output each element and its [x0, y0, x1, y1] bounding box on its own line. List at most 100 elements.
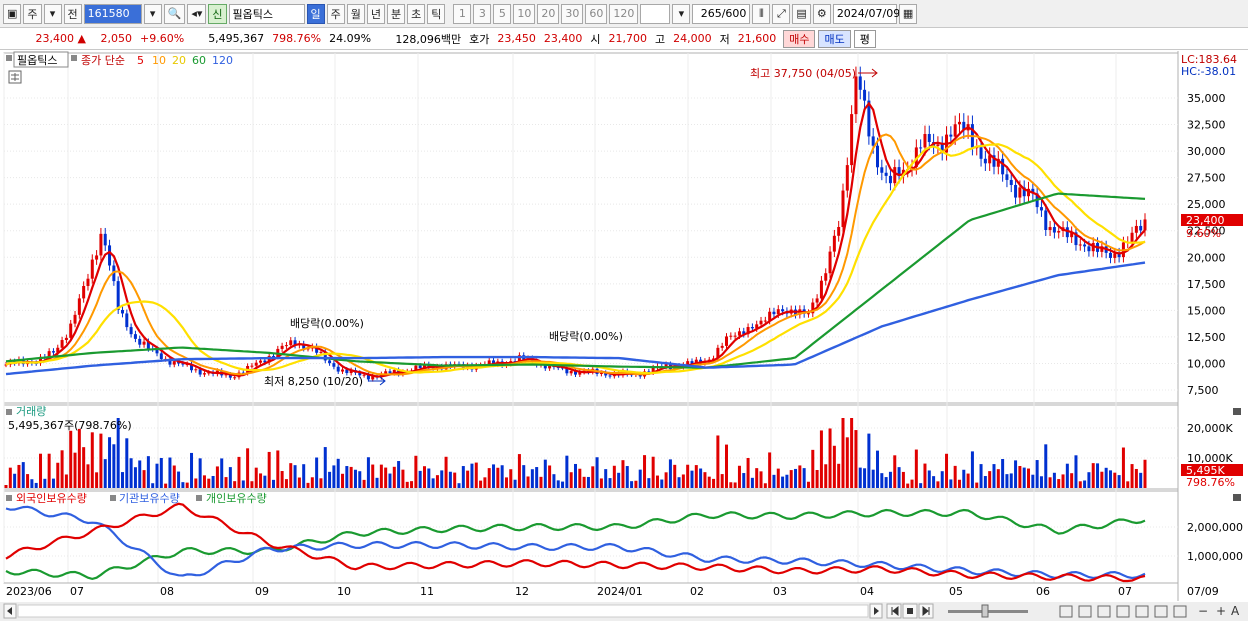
volume-bar	[267, 451, 271, 488]
interval-minute-button[interactable]: 분	[387, 3, 406, 24]
volume-bar	[655, 475, 659, 488]
volume-bar	[276, 450, 280, 488]
stock-code-input[interactable]: 161580	[83, 3, 142, 24]
volume-bar	[1057, 479, 1061, 488]
num-5-button[interactable]: 5	[493, 3, 512, 24]
font-size-button[interactable]: A	[1231, 604, 1240, 618]
search-icon[interactable]: 🔍	[163, 3, 186, 24]
candle-body	[768, 311, 772, 321]
interval-weekly-button[interactable]: 주	[326, 3, 345, 24]
num-3-button[interactable]: 3	[473, 3, 492, 24]
legend-stock-box[interactable]	[13, 51, 69, 68]
volume-bar	[923, 463, 927, 488]
volume-bar	[522, 465, 526, 488]
prev-button[interactable]: 전	[63, 3, 82, 24]
candle-body	[651, 367, 655, 373]
crosshair-icon[interactable]: ⤢	[772, 3, 791, 24]
speaker-icon[interactable]: ◂▾	[187, 3, 207, 24]
interval-monthly-button[interactable]: 월	[346, 3, 365, 24]
zoom-minus-button[interactable]: −	[1198, 604, 1208, 618]
candle-body	[574, 371, 577, 375]
xaxis-month-label: 03	[773, 585, 787, 598]
candle-body	[1031, 188, 1035, 194]
holding-close-icon[interactable]	[1233, 494, 1241, 501]
candle-icon[interactable]: ⫴	[752, 3, 771, 24]
volume-bar	[4, 485, 8, 488]
average-button[interactable]: 평	[853, 29, 876, 48]
zoom-slider-handle[interactable]	[981, 604, 989, 618]
volume-bar	[845, 437, 849, 488]
volume-bar	[496, 467, 500, 488]
volume-bar	[1134, 468, 1138, 488]
volume-bar	[914, 449, 918, 488]
num-120-button[interactable]: 120	[609, 3, 639, 24]
volume-bar	[77, 428, 81, 488]
period-option-button[interactable]: 주	[23, 3, 42, 24]
price-ytick-label: 25,000	[1187, 198, 1226, 211]
stop-icon	[907, 608, 913, 614]
xaxis-month-label: 07	[1118, 585, 1132, 598]
volume-bar	[427, 468, 431, 488]
scroll-track[interactable]	[17, 604, 869, 618]
gear-icon[interactable]: ⚙	[812, 3, 831, 24]
candle-body	[832, 235, 836, 252]
volume-close-icon[interactable]	[1233, 408, 1241, 415]
volume-bar	[435, 475, 439, 488]
chart-svg[interactable]: 35,000 32,500 30,000 27,500 25,000 22,500 20,0…	[0, 51, 1248, 621]
custom-period-dropdown-icon[interactable]: ▾	[672, 3, 691, 24]
candle-body	[315, 346, 319, 353]
volume-bar	[302, 464, 306, 488]
custom-period-input[interactable]	[640, 3, 671, 24]
candle-body	[228, 374, 232, 378]
window-icon[interactable]: ▣	[3, 3, 22, 24]
volume-bar	[220, 458, 224, 488]
stock-name-field[interactable]: 필옵틱스	[228, 3, 305, 24]
date-input[interactable]: 2024/07/09	[832, 3, 900, 24]
volume-bar	[781, 476, 785, 488]
code-dropdown-icon[interactable]: ▾	[143, 3, 162, 24]
buy-button[interactable]: 매수	[783, 29, 816, 48]
scroll-left-arrow-icon	[7, 607, 12, 615]
volume-bar	[643, 455, 647, 488]
volume-bar	[699, 468, 703, 488]
volume-bar	[1143, 459, 1147, 488]
volume-bar	[513, 479, 517, 488]
volume-bar	[34, 482, 38, 488]
volume-bar	[254, 467, 258, 488]
volume-bar	[1126, 481, 1130, 488]
num-30-button[interactable]: 30	[561, 3, 584, 24]
volume-bar	[138, 460, 142, 488]
volume-bar	[375, 477, 379, 488]
candle-body	[263, 360, 267, 363]
candle-body	[1039, 207, 1043, 211]
interval-second-button[interactable]: 초	[407, 3, 426, 24]
save-icon[interactable]: ▤	[792, 3, 811, 24]
volume-bar	[755, 468, 759, 488]
num-60-button[interactable]: 60	[585, 3, 608, 24]
num-10-button[interactable]: 10	[513, 3, 536, 24]
calendar-icon[interactable]: ▦	[898, 3, 918, 24]
num-1-button[interactable]: 1	[453, 3, 472, 24]
candle-body	[319, 351, 323, 353]
candle-body	[1100, 246, 1104, 252]
candle-body	[77, 298, 81, 315]
num-20-button[interactable]: 20	[537, 3, 560, 24]
chart-area: 35,000 32,500 30,000 27,500 25,000 22,500 20,0…	[0, 51, 1248, 621]
interval-tick-button[interactable]: 틱	[427, 3, 446, 24]
candle-body	[190, 364, 194, 371]
sell-button[interactable]: 매도	[818, 29, 851, 48]
candle-body	[414, 365, 418, 371]
candle-body	[871, 136, 875, 146]
volume-bar	[207, 478, 211, 488]
count-input[interactable]: 265/600	[692, 3, 751, 24]
interval-yearly-button[interactable]: 년	[366, 3, 386, 24]
zoom-plus-button[interactable]: +	[1216, 604, 1226, 618]
volume-ytick-label: 10,000K	[1187, 452, 1233, 465]
candle-body	[431, 367, 435, 369]
volume-bar	[440, 470, 444, 488]
volume-bar	[621, 460, 625, 488]
volume-bar	[142, 470, 146, 488]
interval-daily-button[interactable]: 일	[306, 3, 325, 24]
dropdown-chevron-icon[interactable]: ▾	[43, 3, 62, 24]
volume-bar	[992, 464, 996, 488]
